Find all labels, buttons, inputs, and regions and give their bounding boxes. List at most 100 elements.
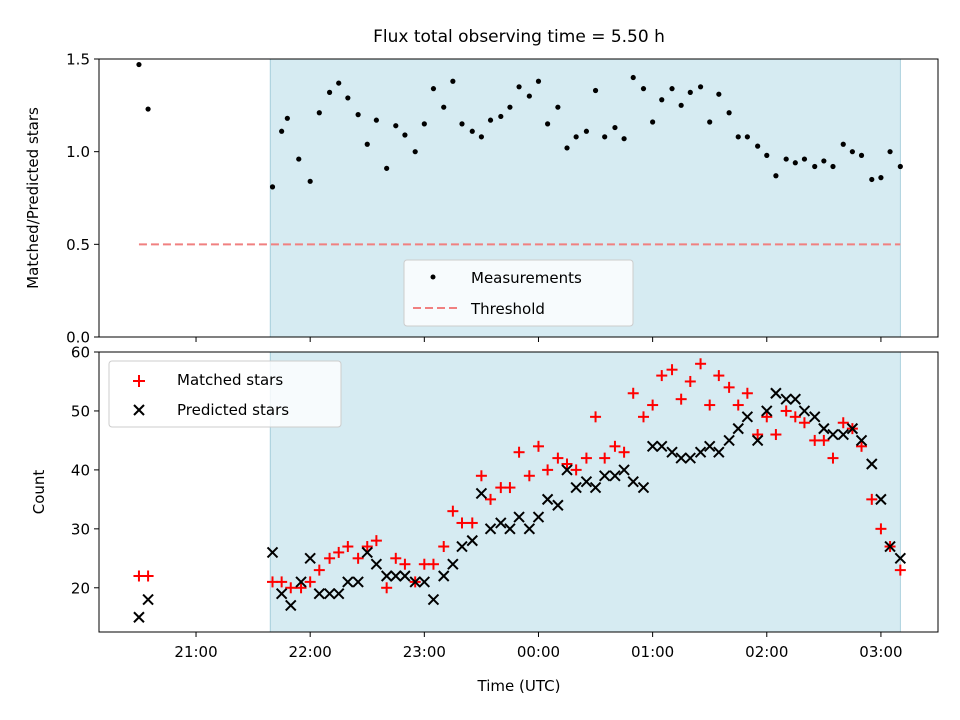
predicted-star-point: [427, 593, 440, 606]
matched-star-point: [370, 535, 382, 547]
matched-star-point: [295, 582, 307, 594]
measurement-point: [669, 86, 675, 92]
matched-star-point: [381, 582, 393, 594]
measurement-point: [459, 121, 465, 127]
predicted-star-point: [447, 558, 459, 570]
measurement-point: [716, 91, 722, 97]
predicted-star-point: [837, 428, 849, 441]
top-axis-ticks: 0.0 0.5 1.0 1.5: [66, 51, 882, 347]
matched-star-point: [637, 411, 649, 423]
measurement-point: [869, 176, 875, 183]
measurement-point: [269, 184, 276, 190]
predicted-star-point: [295, 576, 307, 588]
measurement-points: [136, 61, 903, 190]
matched-star-point: [684, 375, 696, 387]
measurement-point: [773, 173, 779, 179]
legend-measurements-label: Measurements: [471, 269, 582, 287]
matched-star-point: [513, 446, 525, 458]
measurement-point: [678, 102, 684, 108]
predicted-star-point: [694, 446, 707, 458]
matched-star-point: [609, 440, 621, 452]
matched-star-point: [352, 552, 364, 564]
predicted-star-point: [370, 558, 383, 570]
bottom-axes-frame: [98, 351, 939, 633]
legend-threshold-label: Threshold: [470, 300, 545, 318]
measurement-point: [430, 86, 437, 92]
matched-star-point: [856, 440, 868, 452]
matched-star-point: [713, 370, 725, 382]
predicted-star-point: [855, 434, 868, 447]
predicted-star-point: [646, 440, 659, 453]
measurement-point: [279, 128, 285, 134]
matched-star-point: [618, 446, 630, 458]
matched-star-point: [580, 452, 592, 464]
measurement-point: [697, 84, 704, 90]
predicted-star-point: [675, 452, 687, 464]
predicted-star-point: [827, 428, 839, 441]
measurement-point: [573, 134, 579, 140]
predicted-star-point: [770, 387, 782, 399]
bottom-panel: 20 30 40 50 60 21:00 22:00 23:00 00:00 01:00 02:00…: [30, 344, 939, 695]
matched-star-point: [324, 552, 336, 564]
measurement-point: [487, 117, 494, 123]
matched-star-point: [475, 470, 487, 482]
predicted-star-point: [761, 405, 773, 417]
predicted-star-point: [523, 523, 536, 535]
measurement-point: [498, 113, 504, 120]
predicted-star-point: [323, 587, 336, 600]
measurement-point: [630, 74, 636, 81]
predicted-star-point: [570, 481, 582, 494]
predicted-star-point: [713, 446, 725, 458]
predicted-star-point: [399, 570, 411, 582]
measurement-point: [887, 149, 893, 155]
matched-star-point: [827, 452, 839, 464]
matched-star-point: [627, 387, 639, 399]
matched-star-point: [761, 411, 773, 423]
legend-predicted-label: Predicted stars: [177, 401, 289, 419]
top-chart-title: Flux total observing time = 5.50 h: [373, 27, 665, 47]
measurement-point: [402, 132, 408, 138]
measurement-point: [764, 152, 770, 158]
measurement-point: [602, 134, 608, 140]
predicted-star-point: [732, 422, 744, 435]
measurement-point: [612, 124, 618, 131]
x-tick-label: 00:00: [517, 643, 560, 661]
matched-star-point: [866, 493, 878, 505]
measurement-point: [145, 106, 151, 112]
measurement-point: [364, 141, 370, 147]
predicted-star-point: [580, 475, 593, 488]
predicted-star-point: [561, 464, 573, 476]
measurement-point: [858, 152, 865, 158]
predicted-star-point: [333, 587, 345, 600]
predicted-star-point: [342, 576, 354, 588]
measurement-point: [469, 128, 475, 134]
matched-star-point: [542, 464, 554, 476]
measurement-point: [307, 178, 313, 184]
predicted-star-point: [618, 464, 630, 476]
top-y-tick-label: 0.5: [66, 236, 90, 254]
top-y-axis-label: Matched/Predicted stars: [24, 107, 42, 289]
predicted-star-point: [142, 593, 154, 606]
measurement-point: [373, 117, 379, 123]
predicted-star-point: [361, 546, 373, 559]
matched-star-point: [333, 546, 345, 558]
matched-star-point: [599, 452, 611, 464]
x-tick-label: 02:00: [745, 643, 788, 661]
predicted-star-point: [133, 611, 145, 623]
matched-star-point: [780, 405, 792, 417]
predicted-star-point: [637, 481, 650, 494]
matched-star-point: [285, 582, 297, 594]
predicted-stars-points: [133, 387, 907, 623]
matched-star-point: [399, 558, 411, 570]
matched-star-point: [438, 541, 450, 553]
measurement-point: [555, 104, 561, 110]
predicted-star-point: [741, 411, 754, 423]
matched-star-point: [427, 558, 439, 570]
measurement-point: [355, 112, 361, 118]
measurement-point: [441, 104, 447, 110]
bottom-y-tick-label: 30: [71, 520, 90, 538]
predicted-star-point: [484, 523, 497, 535]
top-legend-box: [403, 259, 634, 327]
predicted-star-point: [466, 534, 478, 547]
measurement-point: [744, 134, 750, 140]
